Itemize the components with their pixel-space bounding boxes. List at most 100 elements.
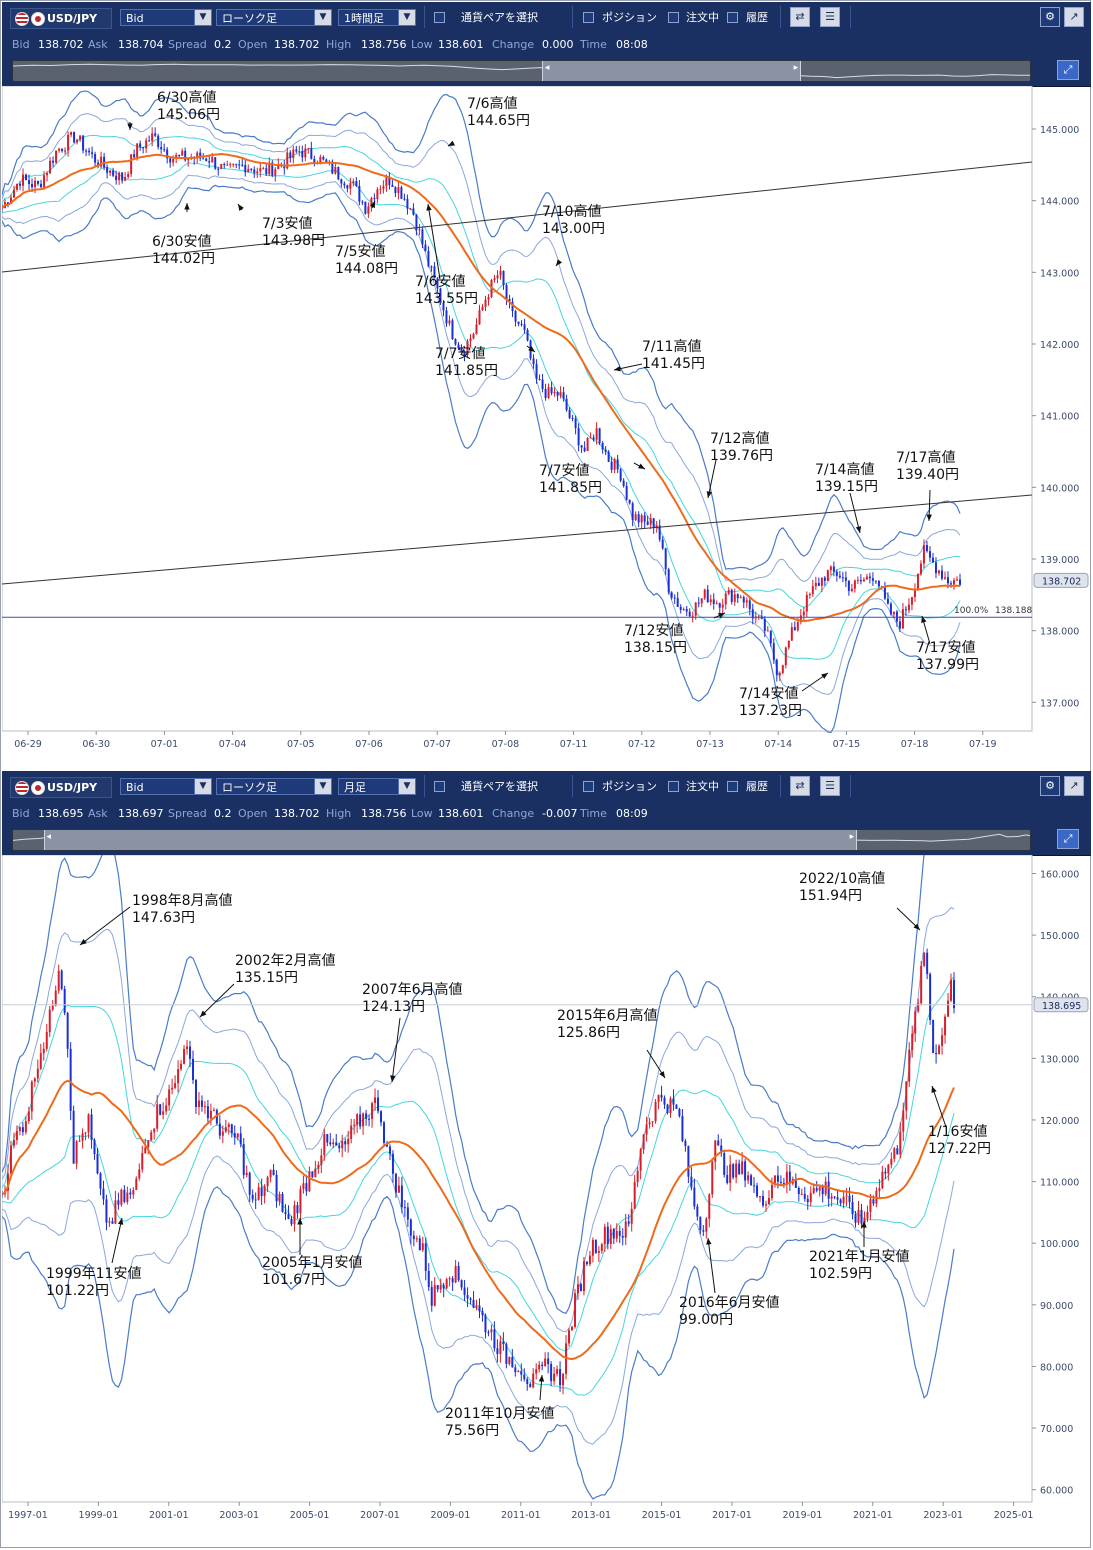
- pair-select-checkbox[interactable]: [434, 12, 445, 23]
- candle-body: [702, 1230, 705, 1232]
- candle-body: [424, 244, 427, 251]
- chart-style-select[interactable]: ローソク足 ▼: [216, 9, 332, 26]
- navigator-right-handle[interactable]: ▸: [793, 63, 799, 73]
- candle-body: [612, 1229, 615, 1239]
- popout-window-icon[interactable]: ↗: [1064, 776, 1084, 796]
- moving-average-line: [2, 1079, 955, 1361]
- candle-body: [403, 198, 406, 200]
- price-type-value: Bid: [126, 781, 144, 794]
- candle-body: [672, 1098, 675, 1105]
- candle-body: [775, 659, 778, 676]
- candle-body: [896, 1148, 899, 1155]
- navigator-track[interactable]: ◂ ▸: [12, 60, 1031, 82]
- position-checkbox[interactable]: [583, 12, 594, 23]
- orders-checkbox[interactable]: [668, 781, 679, 792]
- y-tick-label: 145.000: [1040, 125, 1079, 136]
- currency-pair-button[interactable]: USD/JPY: [10, 8, 112, 29]
- open-label: Open: [238, 807, 268, 820]
- candle-body: [263, 1186, 266, 1197]
- chart-style-select[interactable]: ローソク足 ▼: [216, 778, 332, 795]
- candle-body: [367, 206, 370, 214]
- candle-body: [66, 1013, 69, 1049]
- indicator-list-button[interactable]: ☰: [820, 776, 840, 796]
- annotation-price: 143.55円: [415, 291, 478, 307]
- candle-body: [298, 151, 301, 153]
- candle-body: [720, 1145, 723, 1154]
- position-checkbox[interactable]: [583, 781, 594, 792]
- candle-body: [604, 449, 607, 452]
- y-tick-label: 143.000: [1040, 268, 1079, 279]
- popout-window-icon[interactable]: ↗: [1064, 7, 1084, 27]
- candle-body: [932, 1019, 935, 1053]
- navigator-left-handle[interactable]: ◂: [544, 63, 550, 73]
- settings-gear-icon[interactable]: ⚙: [1040, 7, 1060, 27]
- price-chart[interactable]: 160.000150.000140.000130.000120.000110.0…: [2, 855, 1091, 1529]
- candle-body: [412, 1235, 415, 1240]
- candle-body: [226, 164, 229, 166]
- candle-body: [866, 1212, 869, 1219]
- navigator-left-handle[interactable]: ◂: [46, 832, 52, 842]
- candle-body: [340, 179, 343, 184]
- x-tick-label: 1999-01: [79, 1510, 119, 1521]
- change-value: -0.007: [542, 807, 578, 820]
- candle-body: [274, 169, 277, 176]
- navigator-track[interactable]: ◂ ▸: [12, 829, 1031, 851]
- orders-checkbox[interactable]: [668, 12, 679, 23]
- candle-body: [850, 588, 853, 591]
- candle-body: [379, 188, 382, 190]
- annotation-label: 7/14安値: [739, 686, 798, 702]
- candle-body: [603, 1226, 606, 1245]
- candle-body: [923, 952, 926, 966]
- y-tick-label: 60.000: [1040, 1486, 1073, 1497]
- candle-body: [607, 451, 610, 462]
- candle-body: [499, 1341, 502, 1354]
- candle-body: [380, 1111, 383, 1123]
- price-type-select[interactable]: Bid ▼: [120, 9, 212, 26]
- candle-body: [118, 172, 121, 181]
- candle-body: [111, 1221, 114, 1224]
- candle-body: [799, 615, 802, 623]
- x-tick-label: 07-05: [287, 739, 315, 750]
- candle-body: [353, 1124, 356, 1126]
- history-checkbox[interactable]: [727, 781, 738, 792]
- navigator-window[interactable]: ◂ ▸: [541, 61, 802, 81]
- navigator-right-handle[interactable]: ▸: [849, 832, 855, 842]
- candle-body: [253, 169, 256, 173]
- indicator-list-button[interactable]: ☰: [820, 7, 840, 27]
- chart-tools-button[interactable]: ⇄: [790, 7, 810, 27]
- timeframe-select[interactable]: 1時間足 ▼: [338, 9, 416, 26]
- candle-body: [884, 1171, 887, 1174]
- price-type-select[interactable]: Bid ▼: [120, 778, 212, 795]
- expand-chart-button[interactable]: ⤢: [1057, 829, 1079, 849]
- candle-body: [296, 1205, 299, 1214]
- annotation-arrow: [707, 459, 717, 499]
- candle-body: [30, 1081, 33, 1112]
- price-chart[interactable]: 145.000 144.000 143.000 142.000 141.000 140.0…: [2, 86, 1091, 760]
- candle-body: [865, 576, 868, 580]
- chart-tools-button[interactable]: ⇄: [790, 776, 810, 796]
- candle-body: [90, 1114, 93, 1140]
- timeframe-select[interactable]: 月足 ▼: [338, 778, 416, 795]
- candle-body: [646, 521, 649, 525]
- candle-body: [675, 1104, 678, 1109]
- currency-pair-button[interactable]: USD/JPY: [10, 777, 112, 798]
- candle-body: [619, 469, 622, 481]
- x-tick-label: 2011-01: [501, 1510, 541, 1521]
- candle-body: [277, 164, 280, 170]
- candle-body: [355, 181, 358, 187]
- candle-body: [745, 600, 748, 603]
- navigator-window[interactable]: ◂ ▸: [43, 830, 858, 850]
- open-value: 138.702: [274, 38, 320, 51]
- history-checkbox[interactable]: [727, 12, 738, 23]
- pair-select-checkbox[interactable]: [434, 781, 445, 792]
- settings-gear-icon[interactable]: ⚙: [1040, 776, 1060, 796]
- candle-body: [36, 1068, 39, 1079]
- candle-body: [25, 174, 28, 181]
- expand-chart-button[interactable]: ⤢: [1057, 60, 1079, 80]
- candle-body: [730, 590, 733, 602]
- candle-body: [591, 1239, 594, 1256]
- candle-body: [660, 1094, 663, 1098]
- annotation-price: 139.76円: [710, 448, 773, 464]
- candle-body: [299, 1189, 302, 1214]
- candle-body: [184, 150, 187, 161]
